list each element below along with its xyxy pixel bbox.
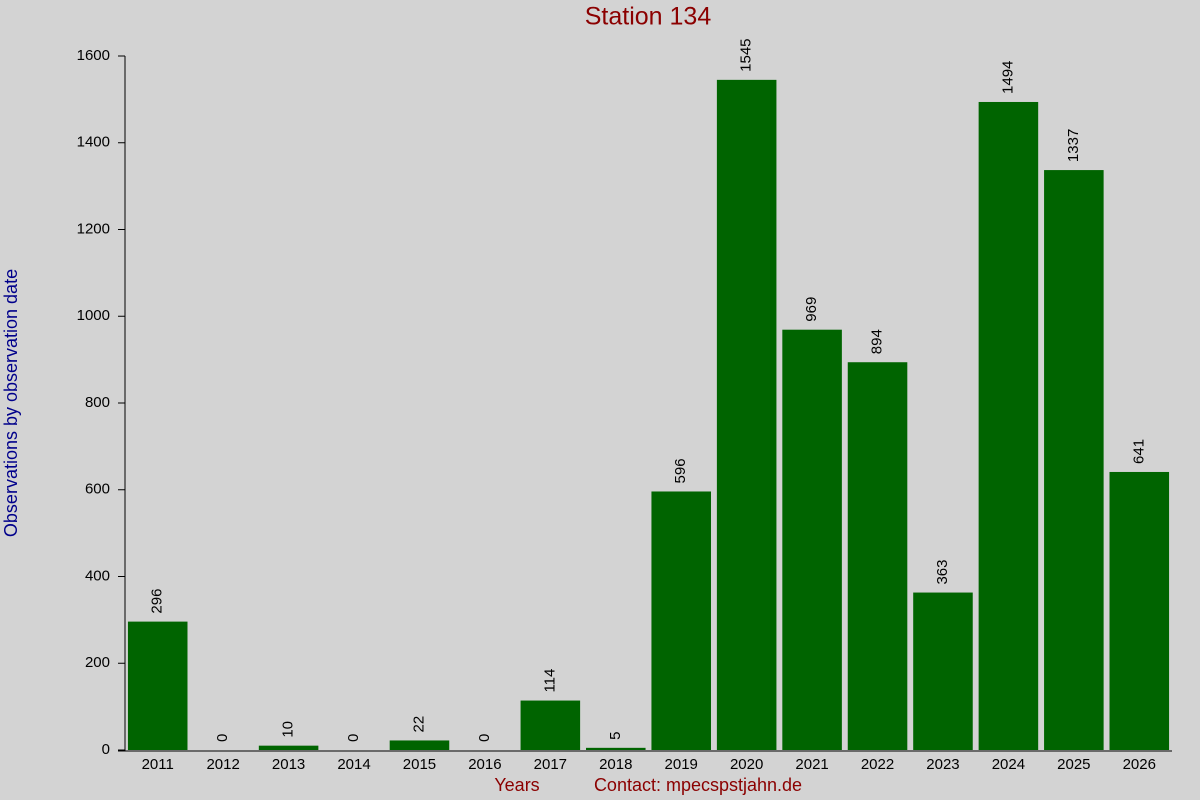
x-tick-label: 2026 (1123, 756, 1156, 773)
value-label: 114 (541, 669, 558, 693)
value-label: 363 (934, 560, 951, 585)
y-tick-label: 0 (102, 741, 110, 758)
x-tick-label: 2012 (206, 756, 239, 773)
bar (782, 329, 842, 750)
value-label: 641 (1130, 439, 1147, 464)
value-label: 1337 (1065, 129, 1082, 162)
x-tick-label: 2018 (599, 756, 632, 773)
value-label: 1545 (738, 38, 755, 71)
x-tick-label: 2022 (861, 756, 894, 773)
bar (520, 700, 581, 750)
x-tick-label: 2021 (795, 756, 828, 773)
bar (1109, 471, 1170, 750)
x-tick-label: 2017 (534, 756, 567, 773)
bar (716, 79, 777, 750)
value-label: 296 (149, 589, 166, 614)
y-tick-label: 1400 (77, 134, 110, 151)
bar (651, 491, 711, 750)
x-tick-label: 2024 (992, 756, 1025, 773)
x-tick-label: 2020 (730, 756, 763, 773)
y-tick-label: 400 (85, 567, 110, 584)
x-tick-label: 2025 (1057, 756, 1090, 773)
x-tick-label: 2016 (468, 756, 501, 773)
value-label: 0 (214, 734, 231, 742)
value-label: 5 (607, 731, 624, 739)
y-tick-label: 800 (85, 394, 110, 411)
y-tick-label: 1600 (77, 47, 110, 64)
chart-title: Station 134 (585, 3, 712, 31)
y-tick-label: 200 (85, 654, 110, 671)
bar (127, 621, 188, 750)
bar (1044, 170, 1104, 751)
x-tick-label: 2019 (665, 756, 698, 773)
x-tick-label: 2014 (337, 756, 370, 773)
value-label: 0 (345, 734, 362, 742)
y-tick-label: 1000 (77, 307, 110, 324)
y-axis-label: Observations by observation date (1, 269, 21, 537)
x-tick-label: 2013 (272, 756, 305, 773)
value-label: 894 (869, 329, 886, 354)
x-tick-label: 2023 (926, 756, 959, 773)
y-tick-label: 600 (85, 481, 110, 498)
bar (847, 362, 908, 750)
bar (586, 747, 646, 750)
x-tick-label: 2011 (142, 756, 174, 773)
value-label: 1494 (999, 61, 1016, 94)
x-axis-label: Years (494, 775, 539, 795)
y-tick-label: 1200 (77, 220, 110, 237)
value-label: 969 (803, 297, 820, 322)
value-label: 22 (410, 716, 427, 733)
value-label: 596 (672, 458, 689, 483)
bar (978, 101, 1039, 751)
bar (389, 740, 450, 750)
contact: Contact: mpecspstjahn.de (594, 775, 802, 795)
value-label: 0 (476, 734, 493, 742)
bar (258, 745, 319, 750)
value-label: 10 (280, 721, 297, 738)
bar (913, 592, 973, 750)
x-tick-label: 2015 (403, 756, 436, 773)
